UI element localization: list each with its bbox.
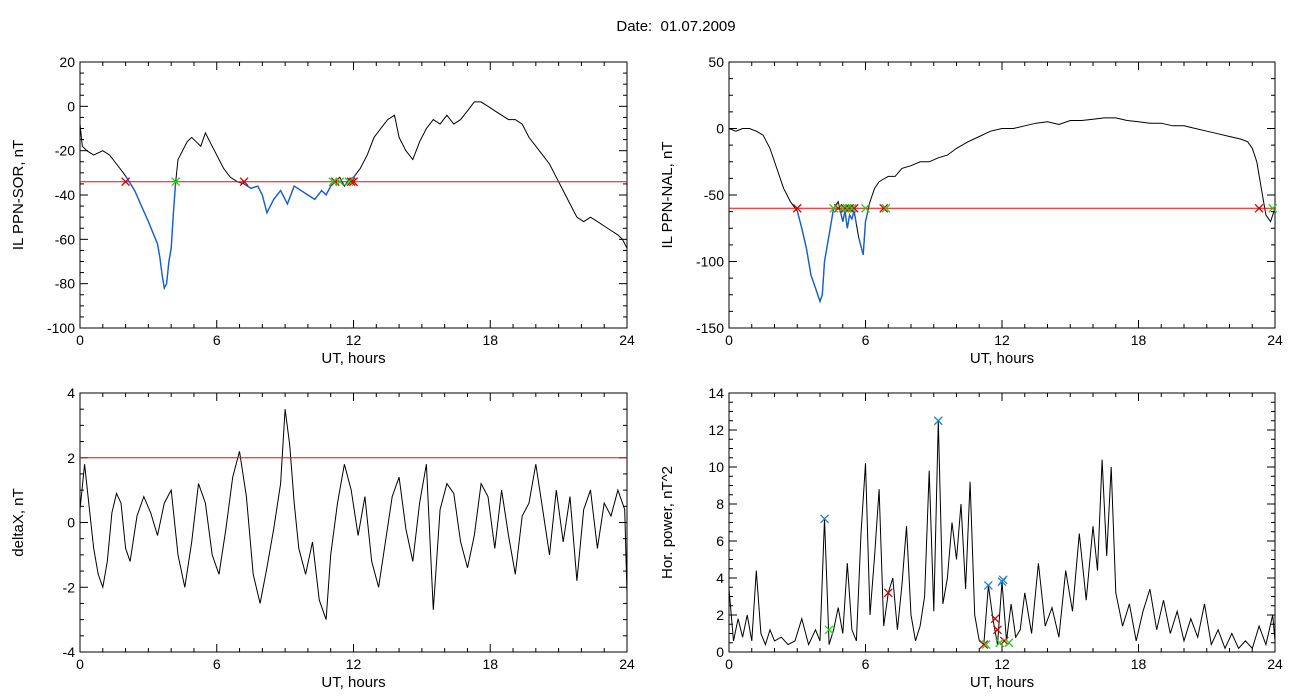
y-tick-label: 8: [716, 496, 724, 512]
y-tick-label: 4: [67, 385, 75, 401]
end-marker: [849, 203, 859, 213]
start-marker: [328, 177, 338, 187]
start-marker: [171, 177, 181, 187]
y-tick-label: 12: [708, 422, 724, 438]
start-marker: [335, 177, 345, 187]
y-tick-label: -2: [63, 579, 76, 595]
start-marker: [1004, 638, 1014, 648]
highlight-segment: [858, 211, 869, 255]
plot-frame: [728, 61, 1276, 329]
y-tick-label: -20: [55, 143, 75, 159]
chart-panel-1: 0 6 12 18 24 20 0 -20 -40 -60 -80 -100 UT, hours IL P…: [10, 54, 635, 367]
x-tick-label: 0: [725, 656, 733, 672]
start-marker: [829, 203, 839, 213]
start-marker: [861, 203, 870, 213]
series-line: [79, 101, 628, 290]
x-tick-label: 12: [346, 332, 362, 348]
y-tick-label: 2: [716, 607, 724, 623]
y-tick-label: 6: [716, 533, 724, 549]
chart-panel-4: 0 6 12 18 24 14 12 10 8 6 4 2 0 UT, hours Hor. power, …: [659, 385, 1283, 691]
y-tick-label: 10: [708, 459, 724, 475]
x-tick-label: 24: [1267, 656, 1283, 672]
y-tick-label: 14: [708, 385, 724, 401]
y-axis-label: IL PPN-NAL, nT: [659, 142, 676, 249]
y-tick-label: -100: [47, 320, 75, 336]
series-line: [79, 409, 628, 620]
y-tick-label: 0: [67, 515, 75, 531]
x-tick-label: 24: [619, 656, 635, 672]
x-tick-label: 12: [994, 656, 1010, 672]
y-tick-label: -100: [696, 254, 724, 270]
series-line: [728, 420, 1276, 650]
end-marker: [979, 640, 989, 650]
y-axis-label: IL PPN-SOR, nT: [10, 140, 27, 250]
x-axis-label: UT, hours: [970, 674, 1034, 691]
end-marker: [1254, 203, 1264, 213]
end-marker: [121, 177, 131, 187]
end-marker: [239, 177, 249, 187]
x-tick-label: 24: [1267, 332, 1283, 348]
start-marker: [881, 203, 891, 213]
end-marker: [883, 588, 893, 598]
x-tick-label: 0: [725, 332, 733, 348]
highlight-segment: [125, 175, 177, 291]
end-marker: [792, 203, 802, 213]
end-marker: [992, 625, 1002, 635]
plot-frame: [79, 61, 628, 329]
x-tick-label: 18: [482, 656, 498, 672]
start-marker: [995, 638, 1005, 648]
y-tick-label: 0: [716, 644, 724, 660]
end-marker: [990, 614, 1000, 624]
y-tick-label: 20: [59, 54, 75, 70]
peak-marker: [820, 514, 830, 524]
start-marker: [847, 203, 857, 213]
start-marker: [344, 177, 354, 187]
highlight-segment: [243, 183, 332, 215]
y-tick-label: -4: [63, 644, 76, 660]
y-tick-label: -80: [55, 276, 75, 292]
x-tick-label: 18: [1131, 332, 1147, 348]
x-tick-label: 18: [482, 332, 498, 348]
figure-title: Date: 01.07.2009: [616, 18, 736, 35]
x-tick-label: 0: [76, 656, 84, 672]
y-tick-label: -150: [696, 320, 724, 336]
x-axis-label: UT, hours: [321, 674, 385, 691]
y-tick-label: 0: [716, 121, 724, 137]
chart-panel-3: 0 6 12 18 24 4 2 0 -2 -4 UT, hours deltaX, nT: [10, 385, 635, 691]
y-tick-label: 0: [67, 98, 75, 114]
end-marker: [346, 177, 356, 187]
y-tick-label: -40: [55, 187, 75, 203]
x-tick-label: 12: [346, 656, 362, 672]
x-axis-label: UT, hours: [970, 350, 1034, 367]
highlight-segment: [796, 208, 835, 304]
x-axis-label: UT, hours: [321, 350, 385, 367]
x-tick-label: 6: [213, 656, 221, 672]
y-tick-label: -60: [55, 231, 75, 247]
x-tick-label: 6: [862, 332, 870, 348]
start-marker: [824, 625, 834, 635]
y-axis-label: deltaX, nT: [10, 488, 27, 556]
y-axis-label: Hor. power, nT^2: [659, 466, 676, 579]
x-tick-label: 18: [1131, 656, 1147, 672]
x-tick-label: 0: [76, 332, 84, 348]
peak-marker: [998, 575, 1008, 585]
start-marker: [1268, 203, 1278, 213]
highlight-segment: [839, 210, 858, 229]
peak-marker: [983, 580, 993, 590]
y-tick-label: -50: [704, 187, 724, 203]
peak-marker: [933, 416, 943, 426]
y-tick-label: 50: [708, 54, 724, 70]
x-tick-label: 6: [862, 656, 870, 672]
end-marker: [879, 203, 889, 213]
x-tick-label: 6: [213, 332, 221, 348]
end-marker: [999, 636, 1009, 646]
chart-panel-2: 0 6 12 18 24 50 0 -50 -100 -150 UT, hours IL PPN-NA…: [659, 54, 1283, 367]
x-tick-label: 24: [619, 332, 635, 348]
start-marker: [981, 640, 991, 650]
y-tick-label: 4: [716, 570, 724, 586]
plot-frame: [728, 392, 1276, 653]
y-tick-label: 2: [67, 450, 75, 466]
x-tick-label: 12: [994, 332, 1010, 348]
